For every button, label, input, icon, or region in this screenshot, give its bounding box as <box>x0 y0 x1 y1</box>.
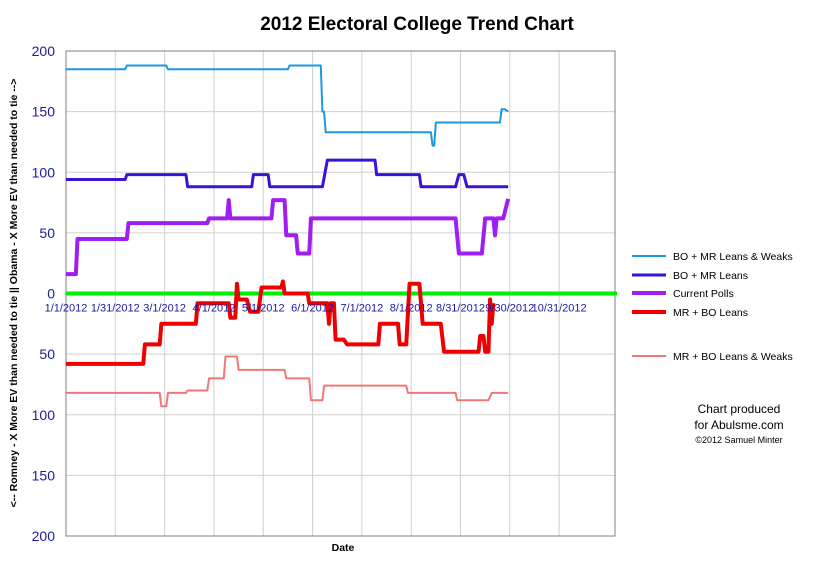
legend: BO + MR Leans & Weaks BO + MR Leans Curren… <box>632 251 793 363</box>
x-tick-label: 5/1/2012 <box>242 303 285 315</box>
legend-label: BO + MR Leans & Weaks <box>673 251 793 263</box>
y-tick-label: 50 <box>39 346 55 362</box>
x-tick-label: 6/1/2012 <box>291 303 334 315</box>
legend-label: MR + BO Leans & Weaks <box>673 351 793 363</box>
x-axis-label: Date <box>332 542 355 554</box>
y-tick-labels: 200 150 100 50 0 50 100 150 200 <box>32 43 56 544</box>
legend-label: BO + MR Leans <box>673 270 748 282</box>
credit-line-3: ©2012 Samuel Minter <box>695 435 782 445</box>
y-tick-label: 100 <box>32 164 56 180</box>
x-tick-label: 10/31/2012 <box>532 303 587 315</box>
series-line <box>66 279 496 366</box>
series-line <box>66 64 509 147</box>
legend-label: Current Polls <box>673 288 734 300</box>
x-tick-label: 3/1/2012 <box>143 303 186 315</box>
series-line <box>66 158 509 189</box>
x-tick-label: 8/1/2012 <box>390 303 433 315</box>
y-tick-label: 200 <box>32 43 56 59</box>
x-tick-label: 9/30/2012 <box>485 303 534 315</box>
x-tick-labels: 1/1/2012 1/31/2012 3/1/2012 4/1/2012 5/1/201… <box>45 303 587 315</box>
x-tick-label: 8/31/2012 <box>436 303 485 315</box>
series-line <box>66 355 509 408</box>
plot-axes <box>65 50 617 537</box>
series-lines <box>66 64 511 408</box>
y-tick-label: 100 <box>32 407 56 423</box>
y-tick-label: 0 <box>47 286 55 302</box>
legend-label: MR + BO Leans <box>673 307 748 319</box>
credit-line-2: for Abulsme.com <box>694 418 783 432</box>
y-tick-label: 200 <box>32 528 56 544</box>
y-tick-label: 150 <box>32 467 56 483</box>
y-tick-label: 50 <box>39 225 55 241</box>
y-axis-label: <-- Romney - X More EV than needed to ti… <box>8 79 20 508</box>
x-tick-label: 1/1/2012 <box>45 303 88 315</box>
y-tick-label: 150 <box>32 104 56 120</box>
x-tick-label: 1/31/2012 <box>91 303 140 315</box>
x-tick-label: 7/1/2012 <box>340 303 383 315</box>
credits: Chart produced for Abulsme.com ©2012 Sam… <box>694 402 783 445</box>
credit-line-1: Chart produced <box>698 402 781 416</box>
series-line <box>66 198 511 277</box>
x-tick-label: 4/1/2012 <box>193 303 236 315</box>
chart-title: 2012 Electoral College Trend Chart <box>260 14 574 35</box>
